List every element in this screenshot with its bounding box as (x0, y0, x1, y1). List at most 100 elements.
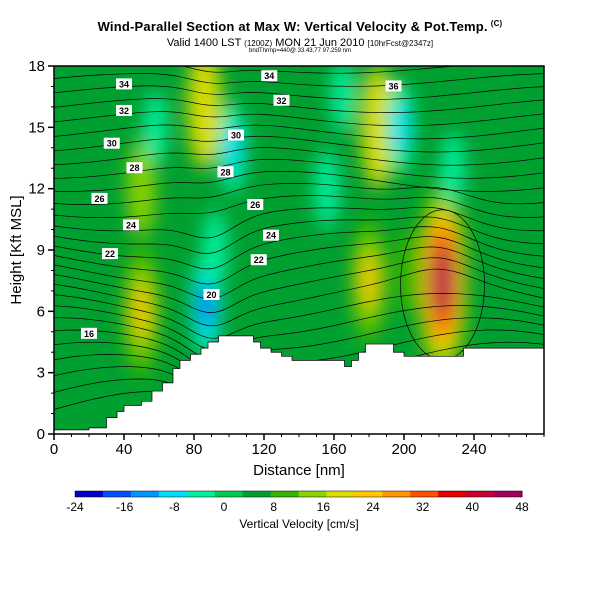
colorbar: -24 -16 -8 0 8 16 24 32 40 48 (66, 490, 529, 514)
isentrope-label: 24 (266, 231, 276, 241)
y-tick-label: 0 (37, 426, 45, 443)
isentrope-label-bg (263, 229, 279, 241)
isentrope-label: 34 (119, 79, 129, 89)
subtitle-date: MON 21 Jun 2010 (275, 37, 365, 49)
isentrope-label-bg (91, 192, 108, 204)
velocity-cell (392, 99, 409, 155)
isentrope-label-bg (385, 80, 402, 92)
isentrope-label-bg (247, 199, 264, 211)
isentrope-line (180, 66, 459, 74)
isentrope-line (54, 236, 544, 285)
velocity-cell (202, 210, 228, 290)
terrain-mask (54, 335, 544, 434)
colorbar-swatch (298, 491, 327, 497)
velocity-cell (187, 66, 222, 169)
isentrope-label: 36 (388, 81, 398, 91)
y-tick-label: 18 (28, 58, 45, 75)
isentrope-label: 22 (105, 249, 115, 259)
colorbar-tick-label: -24 (66, 500, 84, 514)
isentrope-label: 30 (107, 139, 117, 149)
isentrope-label-bg (261, 70, 278, 82)
isentrope-line (54, 226, 544, 270)
colorbar-swatch (214, 491, 244, 497)
isentrope-label: 32 (276, 96, 286, 106)
isentrope-label: 32 (119, 106, 129, 116)
x-tick-label: 240 (461, 441, 486, 458)
y-tick-label: 9 (37, 242, 45, 259)
x-tick-label: 120 (251, 441, 276, 458)
isentrope-line (54, 216, 544, 254)
isentrope-label: 20 (206, 290, 216, 300)
colorbar-swatch (102, 491, 132, 497)
colorbar-tick-label: 40 (466, 500, 480, 514)
subtitle-main: Valid 1400 LST (166, 37, 242, 49)
colorbar-tick-label: 32 (416, 500, 430, 514)
isentrope-labels: 16 20 22 22 24 24 26 26 28 28 30 30 32 32 34 34 36 (81, 70, 402, 339)
isentrope-line (54, 183, 544, 205)
isentrope-line (54, 135, 544, 153)
velocity-cell (479, 67, 504, 147)
y-axis-title: Height [Kft MSL] (8, 195, 25, 304)
x-tick-label: 80 (186, 441, 203, 458)
isentrope-label-bg (273, 94, 290, 106)
isentrope-line (54, 73, 544, 87)
colorbar-tick-label: 48 (515, 500, 529, 514)
velocity-cell (361, 252, 377, 309)
chart-subtitle: Valid 1400 LST (1200Z) MON 21 Jun 2010 [… (0, 37, 600, 49)
colorbar-tick-label: 16 (317, 500, 331, 514)
colorbar-label: Vertical Velocity [cm/s] (239, 517, 358, 531)
colorbar-swatch (438, 491, 467, 497)
isentrope-label-bg (116, 78, 132, 90)
colorbar-tick-label: 0 (221, 500, 228, 514)
isentrope-label: 28 (220, 167, 230, 177)
colorbar-tick-label: -8 (169, 500, 180, 514)
colorbar-swatch (354, 491, 383, 497)
colorbar-frame (74, 490, 523, 498)
x-axis-title: Distance [nm] (253, 462, 345, 479)
colorbar-swatch (494, 491, 523, 497)
isentrope-label-bg (102, 248, 118, 260)
x-tick-label: 0 (50, 441, 58, 458)
isentrope-line (54, 317, 544, 361)
isentrope-label: 30 (231, 131, 241, 141)
x-tick-label: 160 (321, 441, 346, 458)
velocity-cell (314, 149, 340, 229)
colorbar-swatch (270, 491, 299, 497)
isentrope-label: 22 (254, 255, 264, 265)
isentrope-line (54, 37, 544, 50)
isentrope-line (54, 305, 544, 351)
isentrope-line (54, 85, 544, 100)
isentrope-label: 28 (129, 163, 139, 173)
colorbar-tick-label: -16 (116, 500, 134, 514)
colorbar-swatch (410, 491, 439, 497)
isentrope-label: 26 (94, 194, 104, 204)
velocity-cell (436, 256, 449, 305)
colorbar-swatch (186, 491, 216, 497)
chart-title: Wind-Parallel Section at Max W: Vertical… (0, 19, 600, 34)
isentrope-line (54, 111, 544, 127)
isentrope-line (54, 49, 544, 61)
subtitle-forecast: [10hrFcst@2347z] (367, 39, 434, 48)
velocity-cell (144, 90, 167, 164)
isentrope-label-bg (250, 254, 267, 266)
title-tag: (C) (490, 19, 503, 28)
colorbar-tick-label: 8 (270, 500, 277, 514)
isentrope-label-bg (203, 288, 220, 300)
isentrope-line (54, 293, 544, 339)
colorbar-swatch (466, 491, 495, 497)
colorbar-swatch (242, 491, 272, 497)
velocity-cell (133, 282, 150, 341)
isentrope-label: 16 (84, 329, 94, 339)
isentrope-label: 34 (264, 71, 274, 81)
colorbar-swatch (382, 491, 411, 497)
isentrope-label: 24 (126, 220, 136, 230)
colorbar-tick-label: 24 (366, 500, 380, 514)
y-tick-label: 3 (37, 365, 45, 382)
colorbar-swatch (326, 491, 355, 497)
isentrope-line (54, 195, 544, 219)
isentrope-label: 26 (250, 200, 260, 210)
isentrope-label-bg (103, 137, 120, 149)
velocity-cell (394, 227, 421, 314)
